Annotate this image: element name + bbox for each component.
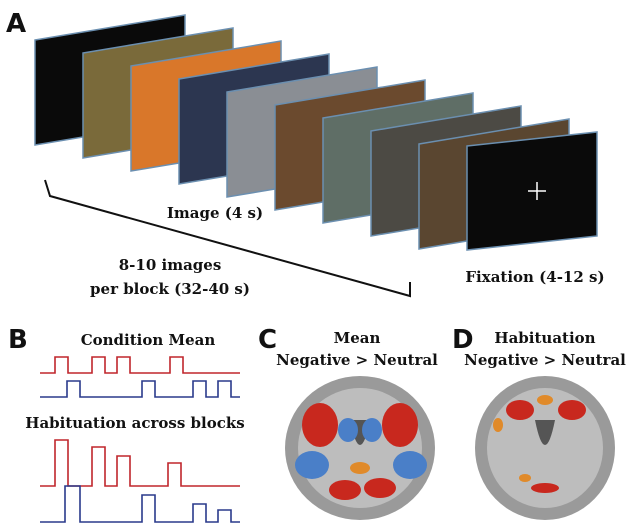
image-caption: Image (4 s) (167, 204, 263, 222)
panel-title: Negative > Neutral (276, 351, 438, 369)
panel-title: Condition Mean (81, 331, 216, 349)
panel-title: Negative > Neutral (464, 351, 626, 369)
panel-label: C (258, 325, 277, 355)
trace (40, 439, 240, 487)
block-caption: per block (32-40 s) (90, 280, 250, 298)
panel-label: D (452, 325, 474, 355)
panel-label: B (8, 325, 28, 355)
panel-title: Habituation (494, 329, 595, 347)
trace (40, 380, 240, 398)
panel-title: Habituation across blocks (25, 414, 244, 432)
brain-map (285, 376, 435, 520)
block-caption: 8-10 images (119, 256, 222, 274)
block-bracket (44, 179, 411, 298)
trace (40, 356, 240, 374)
brain-map (475, 376, 615, 520)
panel-label: A (6, 9, 26, 39)
fixation-caption: Fixation (4-12 s) (465, 268, 604, 286)
image-sequence (34, 14, 598, 251)
trace (40, 485, 240, 523)
panel-title: Mean (334, 329, 381, 347)
